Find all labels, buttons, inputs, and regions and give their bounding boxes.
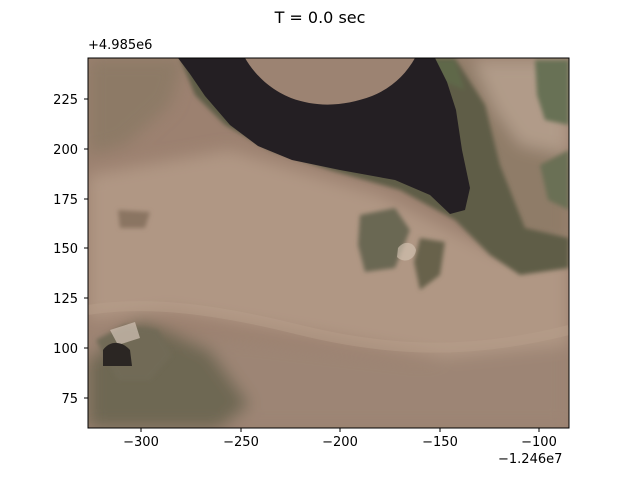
light-patch bbox=[110, 322, 140, 345]
x-tick-label: −250 bbox=[223, 435, 259, 450]
x-tick-label: −200 bbox=[322, 435, 358, 450]
plot-frame bbox=[87, 57, 570, 429]
y-axis: 225 200 175 150 125 100 75 bbox=[53, 93, 88, 407]
x-axis: −300 −250 −200 −150 −100 bbox=[123, 428, 557, 450]
y-axis-offset-label: +4.985e6 bbox=[88, 38, 153, 53]
y-tick-label: 225 bbox=[53, 93, 78, 108]
x-tick-label: −300 bbox=[123, 435, 159, 450]
tree-cluster bbox=[535, 60, 569, 125]
tree-cluster bbox=[540, 150, 569, 210]
y-tick-label: 200 bbox=[53, 143, 78, 158]
figure-title: T = 0.0 sec bbox=[274, 8, 366, 27]
y-tick-label: 175 bbox=[53, 193, 78, 208]
pond-island bbox=[245, 58, 415, 105]
y-tick-label: 100 bbox=[53, 342, 78, 357]
tree-cluster bbox=[433, 60, 465, 90]
culvert-opening bbox=[103, 342, 132, 366]
shrub-cluster bbox=[358, 208, 410, 272]
x-axis-offset-label: −1.246e7 bbox=[498, 452, 563, 467]
light-patch bbox=[397, 242, 416, 261]
dirt-track bbox=[88, 301, 569, 353]
map-image bbox=[88, 58, 569, 428]
y-tick-label: 125 bbox=[53, 292, 78, 307]
y-tick-label: 150 bbox=[53, 242, 78, 257]
shrub-cluster bbox=[414, 238, 445, 290]
pond bbox=[178, 58, 470, 214]
dark-patch bbox=[118, 210, 150, 228]
x-tick-label: −100 bbox=[521, 435, 557, 450]
x-tick-label: −150 bbox=[422, 435, 458, 450]
y-tick-label: 75 bbox=[61, 392, 78, 407]
